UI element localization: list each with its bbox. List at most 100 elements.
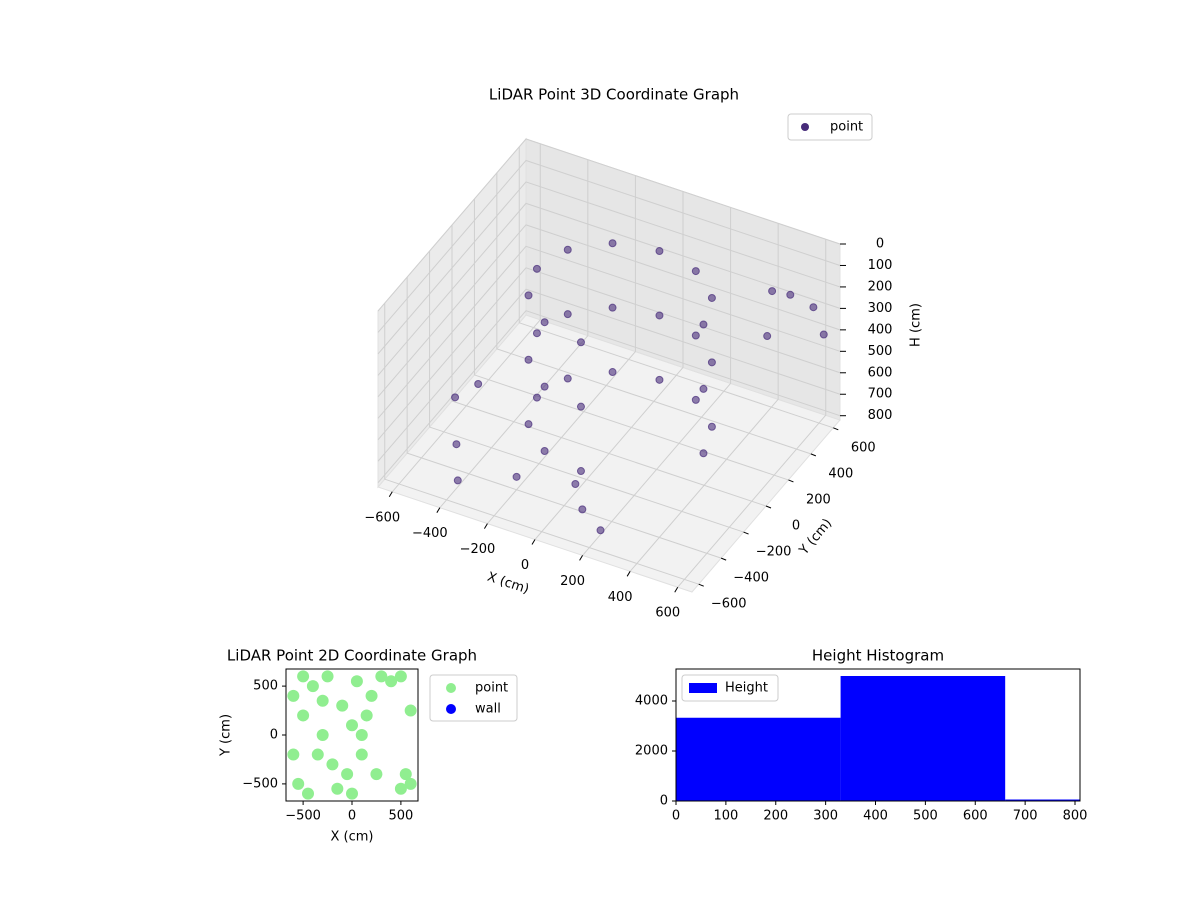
point xyxy=(540,318,549,327)
point xyxy=(707,422,716,431)
point xyxy=(699,384,708,393)
x-axis-label: X (cm) xyxy=(331,830,374,845)
bar xyxy=(1005,799,1080,801)
x-tick-label: 500 xyxy=(388,809,413,824)
chart-title: Height Histogram xyxy=(812,647,944,665)
point xyxy=(540,382,549,391)
z-axis-label: H (cm) xyxy=(909,303,924,347)
x-tick-label: 500 xyxy=(913,809,938,824)
y-axis-label: Y (cm) xyxy=(796,516,835,559)
x-tick-label: −400 xyxy=(412,526,448,541)
point xyxy=(297,709,310,722)
grid-line xyxy=(518,146,834,429)
point xyxy=(608,239,617,248)
z-tick-label: 800 xyxy=(868,408,893,423)
grid-line xyxy=(487,175,636,524)
point xyxy=(540,447,549,456)
x-tick xyxy=(531,539,536,545)
y-tick xyxy=(810,453,817,457)
x-tick xyxy=(626,571,631,577)
grid-line xyxy=(429,251,744,533)
x-tick-label: 400 xyxy=(863,809,888,824)
x-tick-label: 400 xyxy=(608,590,633,605)
point xyxy=(786,290,795,299)
point xyxy=(474,379,483,388)
point xyxy=(350,675,363,688)
x-tick xyxy=(388,491,393,498)
point xyxy=(576,402,585,411)
point xyxy=(336,699,349,712)
bar xyxy=(676,717,841,801)
point xyxy=(316,729,329,741)
z-tick-label: 0 xyxy=(876,237,884,252)
grid-line xyxy=(629,223,779,572)
point xyxy=(316,694,329,707)
point xyxy=(287,748,300,761)
x-tick-label: −500 xyxy=(285,809,321,824)
point xyxy=(655,311,664,320)
bar xyxy=(840,676,1006,801)
x-tick-label: 800 xyxy=(1063,809,1088,824)
point xyxy=(576,338,585,347)
legend-label: wall xyxy=(475,702,501,717)
grid-line xyxy=(377,224,841,398)
y-tick xyxy=(765,505,772,509)
legend-marker xyxy=(446,683,456,693)
point xyxy=(563,310,572,319)
point xyxy=(571,480,580,489)
axes-frame xyxy=(285,668,419,802)
point xyxy=(532,329,541,338)
grid-line xyxy=(496,172,812,455)
grid-line xyxy=(377,267,841,441)
point xyxy=(331,782,344,795)
y-tick-label: −600 xyxy=(711,597,747,612)
x-tick-label: 600 xyxy=(963,809,988,824)
point xyxy=(346,787,358,800)
point xyxy=(341,768,354,781)
x-axis-label: X (cm) xyxy=(485,570,531,598)
x-tick-label: −200 xyxy=(460,542,496,557)
z-tick-label: 600 xyxy=(868,365,893,380)
y-tick-label: −200 xyxy=(756,545,792,560)
x-tick-label: 300 xyxy=(813,809,838,824)
point xyxy=(370,768,383,781)
point xyxy=(524,355,533,364)
point xyxy=(578,505,587,514)
point xyxy=(360,709,373,722)
grid-line xyxy=(582,207,732,556)
point xyxy=(355,729,368,741)
y-tick-label: −400 xyxy=(733,571,769,586)
point xyxy=(287,689,300,702)
point xyxy=(524,420,533,429)
point xyxy=(768,287,777,296)
x-tick-label: 0 xyxy=(672,809,680,824)
point xyxy=(452,440,461,449)
grid-line xyxy=(439,159,589,509)
y-tick-label: 4000 xyxy=(635,694,668,709)
grid-line xyxy=(377,159,841,333)
z-tick-label: 100 xyxy=(868,258,893,273)
grid-line xyxy=(377,138,841,312)
y-tick-label: 400 xyxy=(828,466,853,481)
z-tick-label: 400 xyxy=(868,322,893,337)
axes-frame xyxy=(675,668,1081,802)
grid-line xyxy=(377,245,841,419)
y-tick xyxy=(720,557,727,561)
x-tick xyxy=(483,523,488,529)
chart-title: LiDAR Point 3D Coordinate Graph xyxy=(489,86,739,104)
z-tick-label: 700 xyxy=(868,387,893,402)
point xyxy=(321,670,334,683)
x-tick xyxy=(579,555,584,561)
x-tick-label: −600 xyxy=(364,510,400,525)
grid-line xyxy=(451,225,767,507)
point xyxy=(608,303,617,312)
y-axis-label: Y (cm) xyxy=(219,714,234,757)
y-tick-label: −500 xyxy=(242,776,278,791)
x-tick-label: 200 xyxy=(560,574,585,589)
point xyxy=(576,467,585,476)
x-tick xyxy=(436,507,441,513)
grid-line xyxy=(473,198,789,481)
y-tick-label: 200 xyxy=(806,492,831,507)
grid-line xyxy=(534,191,684,540)
